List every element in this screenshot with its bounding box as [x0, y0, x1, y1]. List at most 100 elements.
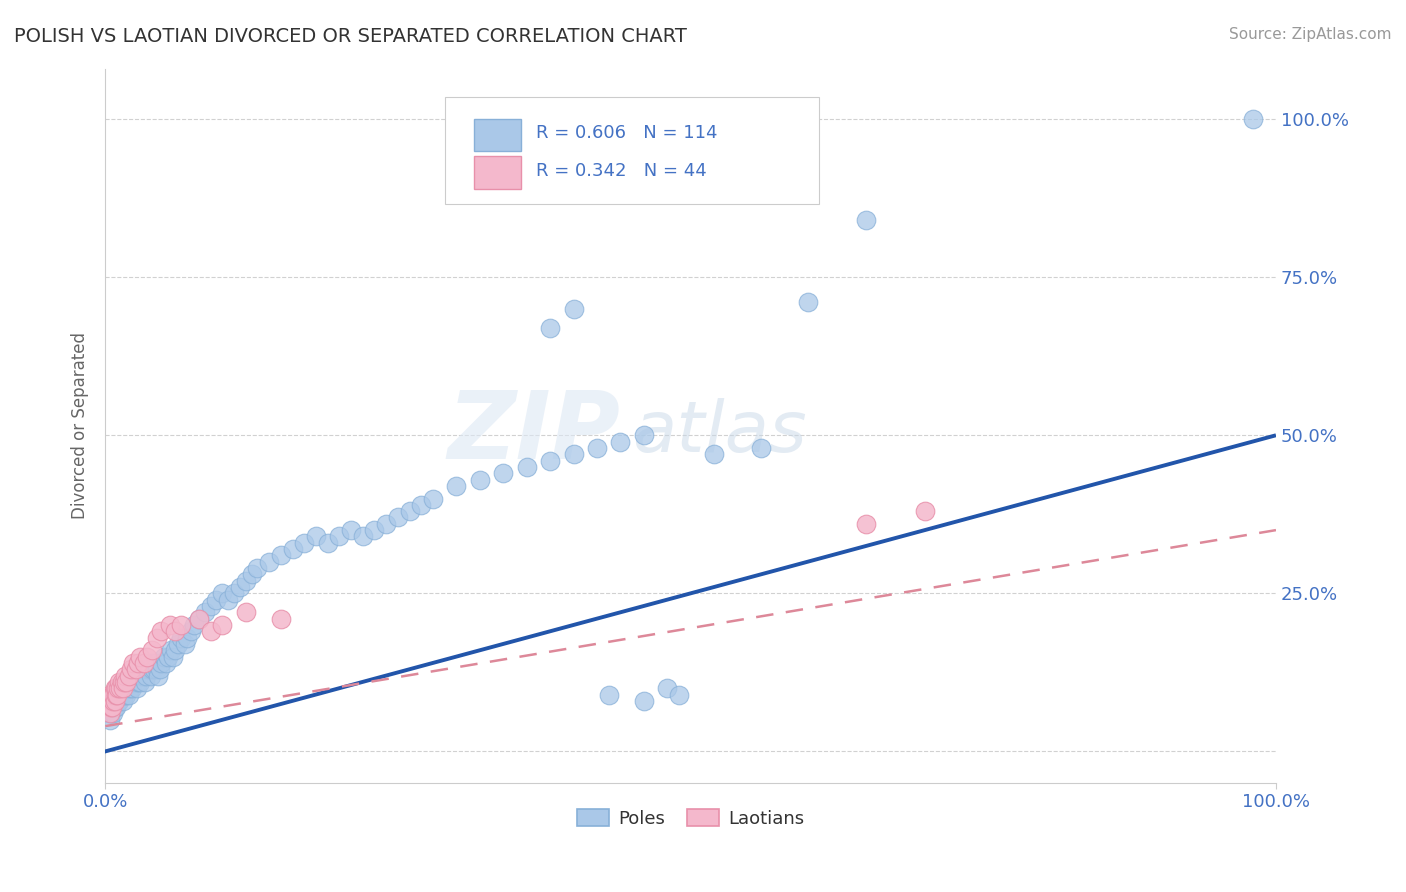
- Point: [211, 586, 233, 600]
- Point: [180, 624, 202, 639]
- Point: [352, 529, 374, 543]
- Point: [257, 555, 280, 569]
- Point: [281, 542, 304, 557]
- Point: [1241, 112, 1264, 127]
- Point: [101, 700, 124, 714]
- Point: [143, 662, 166, 676]
- Point: [855, 516, 877, 531]
- Point: [145, 662, 167, 676]
- Point: [98, 688, 121, 702]
- Point: [468, 473, 491, 487]
- Point: [96, 706, 118, 721]
- Point: [492, 467, 515, 481]
- Point: [107, 688, 129, 702]
- Point: [132, 668, 155, 682]
- Point: [111, 681, 134, 696]
- Point: [100, 700, 122, 714]
- Point: [187, 612, 209, 626]
- Point: [117, 668, 139, 682]
- Point: [110, 681, 132, 696]
- Point: [124, 668, 146, 682]
- Point: [229, 580, 252, 594]
- Point: [105, 688, 128, 702]
- Point: [146, 668, 169, 682]
- Point: [170, 631, 193, 645]
- Point: [98, 706, 121, 721]
- Point: [159, 643, 181, 657]
- Point: [562, 447, 585, 461]
- Point: [166, 637, 188, 651]
- Point: [115, 674, 138, 689]
- Point: [104, 688, 127, 702]
- Point: [149, 662, 172, 676]
- Point: [105, 688, 128, 702]
- Text: Source: ZipAtlas.com: Source: ZipAtlas.com: [1229, 27, 1392, 42]
- Point: [855, 213, 877, 227]
- Point: [609, 434, 631, 449]
- Point: [103, 681, 125, 696]
- Point: [586, 441, 609, 455]
- Point: [104, 688, 127, 702]
- Point: [110, 681, 132, 696]
- Point: [103, 694, 125, 708]
- Point: [128, 668, 150, 682]
- Point: [131, 668, 153, 682]
- Point: [103, 694, 125, 708]
- Point: [105, 694, 128, 708]
- FancyBboxPatch shape: [444, 97, 820, 204]
- Point: [108, 674, 131, 689]
- Point: [110, 674, 132, 689]
- Point: [657, 681, 679, 696]
- Point: [363, 523, 385, 537]
- Point: [411, 498, 433, 512]
- Point: [145, 656, 167, 670]
- Point: [112, 674, 135, 689]
- Point: [98, 713, 121, 727]
- Text: R = 0.606   N = 114: R = 0.606 N = 114: [536, 124, 717, 142]
- Point: [398, 504, 420, 518]
- Text: ZIP: ZIP: [447, 387, 620, 479]
- Point: [246, 561, 269, 575]
- Point: [118, 681, 141, 696]
- Point: [292, 535, 315, 549]
- Point: [217, 592, 239, 607]
- Point: [108, 681, 131, 696]
- Point: [115, 674, 138, 689]
- Point: [107, 681, 129, 696]
- Text: POLISH VS LAOTIAN DIVORCED OR SEPARATED CORRELATION CHART: POLISH VS LAOTIAN DIVORCED OR SEPARATED …: [14, 27, 688, 45]
- Point: [134, 674, 156, 689]
- Point: [107, 694, 129, 708]
- Point: [914, 504, 936, 518]
- Point: [598, 688, 620, 702]
- Point: [114, 681, 136, 696]
- Point: [100, 694, 122, 708]
- Point: [124, 674, 146, 689]
- Point: [114, 668, 136, 682]
- Point: [328, 529, 350, 543]
- Point: [129, 649, 152, 664]
- Point: [162, 649, 184, 664]
- Point: [150, 656, 173, 670]
- FancyBboxPatch shape: [474, 156, 520, 188]
- Point: [110, 688, 132, 702]
- Point: [138, 662, 160, 676]
- Point: [103, 694, 125, 708]
- Point: [222, 586, 245, 600]
- Point: [176, 631, 198, 645]
- Point: [131, 662, 153, 676]
- Point: [127, 674, 149, 689]
- Point: [165, 643, 187, 657]
- Point: [200, 599, 222, 613]
- Point: [96, 700, 118, 714]
- Point: [316, 535, 339, 549]
- Point: [796, 295, 818, 310]
- Point: [124, 662, 146, 676]
- Point: [132, 656, 155, 670]
- Point: [159, 618, 181, 632]
- Point: [211, 618, 233, 632]
- Point: [703, 447, 725, 461]
- Point: [200, 624, 222, 639]
- Point: [270, 612, 292, 626]
- Point: [129, 674, 152, 689]
- Point: [538, 453, 561, 467]
